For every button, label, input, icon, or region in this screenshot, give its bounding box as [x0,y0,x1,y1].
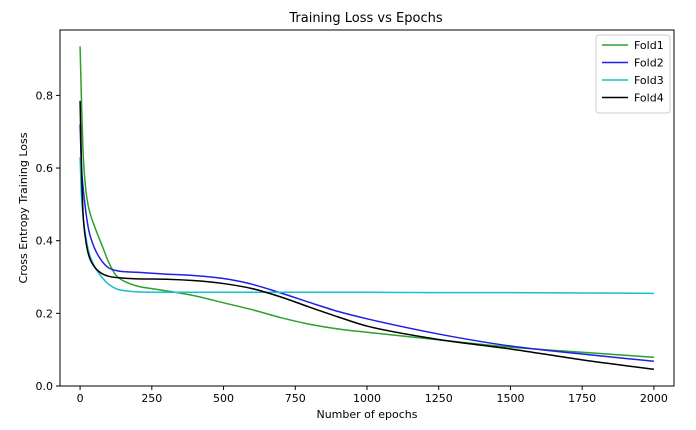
x-axis: 0 250 500 750 1000 1250 1500 1750 2000 [77,386,668,405]
y-axis: 0.0 0.2 0.4 0.6 0.8 [36,89,60,393]
x-tick-label: 1500 [496,392,524,405]
x-tick-label: 2000 [640,392,668,405]
x-tick-label: 1250 [425,392,453,405]
series-line-fold2 [79,124,654,363]
plot-frame [59,29,675,387]
x-tick-label: 1750 [568,392,596,405]
chart-title: Training Loss vs Epochs [288,11,442,26]
y-tick-label: 0.2 [36,307,54,320]
y-tick-label: 0.8 [36,89,54,102]
x-axis-title: Number of epochs [316,408,417,421]
y-tick-label: 0.0 [36,380,54,393]
series-line-fold3 [79,157,654,295]
legend-label-fold4: Fold4 [634,92,664,105]
legend-label-fold2: Fold2 [634,57,664,70]
x-tick-label: 250 [141,392,162,405]
legend-box [595,34,671,114]
y-tick-label: 0.4 [36,235,54,248]
y-tick-label: 0.6 [36,162,54,175]
x-tick-label: 500 [213,392,234,405]
series-line-fold4 [79,100,655,371]
legend-label-fold1: Fold1 [634,39,664,52]
series-lines [79,46,655,371]
legend: Fold1 Fold2 Fold3 Fold4 [595,34,671,114]
x-tick-label: 0 [77,392,84,405]
y-axis-title: Cross Entropy Training Loss [17,132,30,283]
legend-label-fold3: Fold3 [634,74,664,87]
x-tick-label: 1000 [353,392,381,405]
x-tick-label: 750 [285,392,306,405]
series-line-fold1 [79,46,654,359]
